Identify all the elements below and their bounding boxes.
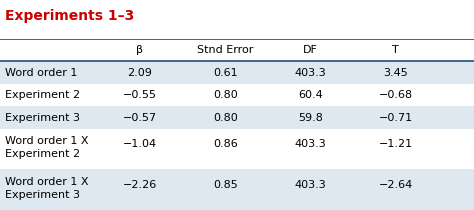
Text: 403.3: 403.3	[295, 180, 326, 190]
Text: −1.04: −1.04	[123, 139, 157, 149]
Text: −0.55: −0.55	[123, 90, 157, 100]
Text: 60.4: 60.4	[298, 90, 323, 100]
Text: 0.85: 0.85	[213, 180, 237, 190]
Bar	[0, 61, 474, 84]
Bar	[0, 106, 474, 129]
Text: −0.57: −0.57	[123, 113, 157, 123]
Text: Experiments 1–3: Experiments 1–3	[5, 9, 134, 24]
Text: Experiment 2: Experiment 2	[5, 90, 80, 100]
Bar	[0, 84, 474, 106]
Text: 403.3: 403.3	[295, 68, 326, 78]
Text: 0.80: 0.80	[213, 113, 237, 123]
Text: Experiment 3: Experiment 3	[5, 113, 80, 123]
Text: 403.3: 403.3	[295, 139, 326, 149]
Text: −2.26: −2.26	[123, 180, 157, 190]
Text: 0.61: 0.61	[213, 68, 237, 78]
Text: −0.68: −0.68	[379, 90, 413, 100]
Bar	[0, 129, 474, 169]
Text: β: β	[137, 45, 143, 55]
Text: −0.71: −0.71	[379, 113, 413, 123]
Text: T: T	[392, 45, 399, 55]
Text: Word order 1 X
Experiment 3: Word order 1 X Experiment 3	[5, 177, 88, 200]
Text: Word order 1 X
Experiment 2: Word order 1 X Experiment 2	[5, 136, 88, 159]
Text: 3.45: 3.45	[383, 68, 408, 78]
Text: DF: DF	[303, 45, 318, 55]
Text: 2.09: 2.09	[128, 68, 152, 78]
Bar	[0, 169, 474, 210]
Text: −2.64: −2.64	[379, 180, 413, 190]
Text: Word order 1: Word order 1	[5, 68, 77, 78]
Text: 0.86: 0.86	[213, 139, 237, 149]
Text: 59.8: 59.8	[298, 113, 323, 123]
Text: −1.21: −1.21	[379, 139, 413, 149]
Text: 0.80: 0.80	[213, 90, 237, 100]
Text: Stnd Error: Stnd Error	[197, 45, 253, 55]
